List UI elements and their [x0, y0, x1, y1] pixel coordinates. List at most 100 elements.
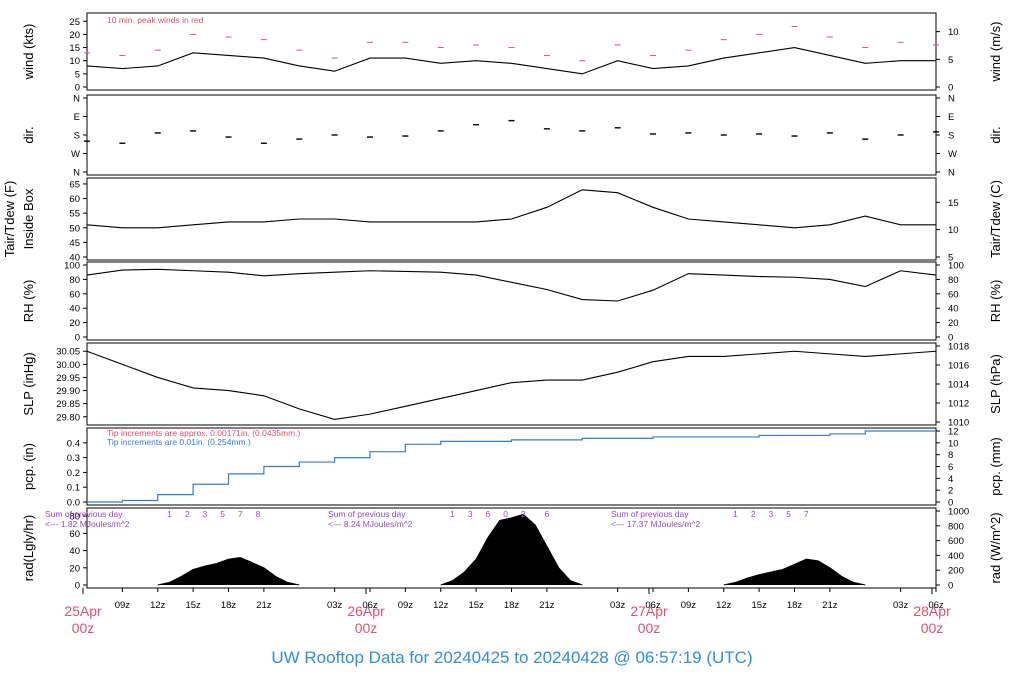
x-tick-label: 21z: [539, 600, 555, 611]
y-tick-label-right: N: [948, 168, 955, 179]
y-tick-label: 40: [69, 253, 80, 264]
x-tick-label: 06z: [362, 600, 378, 611]
x-date-label: 26Apr: [347, 603, 385, 619]
y-tick-label: 0: [75, 333, 80, 344]
panel-frame: [86, 261, 937, 341]
y-tick-label-right: 40: [948, 304, 959, 315]
x-tick-label: 06z: [928, 600, 944, 611]
y-tick-label: 20: [69, 318, 80, 329]
hour-mark: 6: [545, 509, 550, 519]
y-axis-label: RH (%): [21, 280, 36, 323]
y-tick-label-right: 4: [948, 474, 953, 485]
panel-frame: [86, 342, 937, 426]
y-tick-label: 30.05: [56, 347, 80, 358]
rad-annotation: Sum of previous day: [611, 509, 689, 519]
y-tick-label-right: 12: [948, 427, 959, 438]
x-tick-label: 12z: [716, 600, 732, 611]
y-axis-label: Tair/Tdew (F): [2, 181, 17, 258]
y-tick-label-right: S: [948, 131, 954, 142]
x-tick-label: 03z: [610, 600, 626, 611]
y-tick-label: 20: [69, 563, 80, 574]
x-tick-label: 18z: [221, 600, 237, 611]
rad-annotation: Sum of previous day: [45, 509, 123, 519]
panel-0: 0 5 10 15 20 25 0 5 10 wind (kts) wind (m/s) 10 min…: [21, 12, 1003, 94]
y-tick-label-right: N: [948, 94, 955, 105]
y-tick-label-right: 1012: [948, 399, 969, 410]
y-axis-label-right: rad (W/m^2): [988, 512, 1003, 583]
y-tick-label-right: 20: [948, 318, 959, 329]
y-tick-label: 0.2: [67, 468, 80, 479]
y-tick-label-right: 1018: [948, 342, 969, 353]
y-tick-label: N: [73, 168, 80, 179]
y-tick-label-right: 60: [948, 289, 959, 300]
y-tick-label: 60: [69, 194, 80, 205]
y-tick-label-right: 10: [948, 438, 959, 449]
x-tick-label: 21z: [822, 600, 838, 611]
rad-annotation: <--- 17.37 MJoules/m^2: [611, 519, 701, 529]
y-tick-label-right: 1010: [948, 418, 969, 429]
y-tick-label-right: 600: [948, 536, 964, 547]
y-axis-label-right: wind (m/s): [988, 22, 1003, 83]
y-tick-label-right: 0: [948, 83, 953, 94]
hour-mark: 1: [733, 509, 738, 519]
x-tick-label: 03z: [327, 600, 343, 611]
hour-mark: 1: [450, 509, 455, 519]
slp-line: [86, 350, 937, 420]
y-tick-label-right: E: [948, 112, 954, 123]
y-tick-label-right: 10: [948, 27, 959, 38]
y-tick-label-right: 15: [948, 198, 959, 209]
y-tick-label-right: W: [948, 149, 957, 160]
x-tick-label: 21z: [256, 600, 272, 611]
chart-title: UW Rooftop Data for 20240425 to 20240428…: [271, 648, 753, 667]
x-date-label: 28Apr: [913, 603, 951, 619]
x-tick-label: 09z: [681, 600, 697, 611]
rad-annotation: Sum of previous day: [328, 509, 406, 519]
y-tick-label: 50: [69, 223, 80, 234]
hour-mark: 1: [167, 509, 172, 519]
y-tick-label-right: 0: [948, 498, 953, 509]
y-tick-label: 45: [69, 238, 80, 249]
y-tick-label: 0.0: [67, 498, 80, 509]
y-tick-label: 29.85: [56, 399, 80, 410]
y-tick-label: 100: [64, 261, 80, 272]
hour-mark: 3: [203, 509, 208, 519]
x-tick-label: 18z: [504, 600, 520, 611]
x-date-label: 25Apr: [64, 603, 102, 619]
y-axis-label: wind (kts): [21, 24, 36, 81]
hour-mark: 3: [769, 509, 774, 519]
y-tick-label-right: 10: [948, 225, 959, 236]
x-tick-label: 09z: [398, 600, 414, 611]
hour-mark: 7: [804, 509, 809, 519]
y-axis-label-right: SLP (hPa): [988, 354, 1003, 414]
y-tick-label-right: 1014: [948, 380, 969, 391]
panel-note: 10 min. peak winds in red: [107, 15, 204, 25]
y-tick-label: 80: [69, 275, 80, 286]
x-date-time: 00z: [355, 620, 378, 636]
y-axis-label: dir.: [21, 126, 36, 143]
y-tick-label: 65: [69, 179, 80, 190]
y-axis-label-right: RH (%): [988, 280, 1003, 323]
rad-annotation: <--- 8.24 MJoules/m^2: [328, 519, 413, 529]
y-tick-label: 0: [75, 581, 80, 592]
x-date-label: 27Apr: [630, 603, 668, 619]
x-date-time: 00z: [921, 620, 944, 636]
y-tick-label: 60: [69, 289, 80, 300]
y-tick-label: N: [73, 94, 80, 105]
panel-frame: [86, 177, 937, 261]
hour-mark: 8: [256, 509, 261, 519]
x-tick-label: 12z: [150, 600, 166, 611]
y-axis-label: SLP (inHg): [21, 352, 36, 415]
tair-line: [86, 189, 936, 229]
rh-line: [86, 268, 937, 302]
y-tick-label: 25: [69, 17, 80, 28]
y-tick-label: 0.4: [67, 438, 80, 449]
y-tick-label: 55: [69, 209, 80, 220]
y-tick-label: 0.1: [67, 483, 80, 494]
y-tick-label: 60: [69, 529, 80, 540]
x-tick-label: 03z: [893, 600, 909, 611]
hour-mark: 0: [503, 509, 508, 519]
y-tick-label-right: 2: [948, 486, 953, 497]
y-tick-label-right: 100: [948, 261, 964, 272]
